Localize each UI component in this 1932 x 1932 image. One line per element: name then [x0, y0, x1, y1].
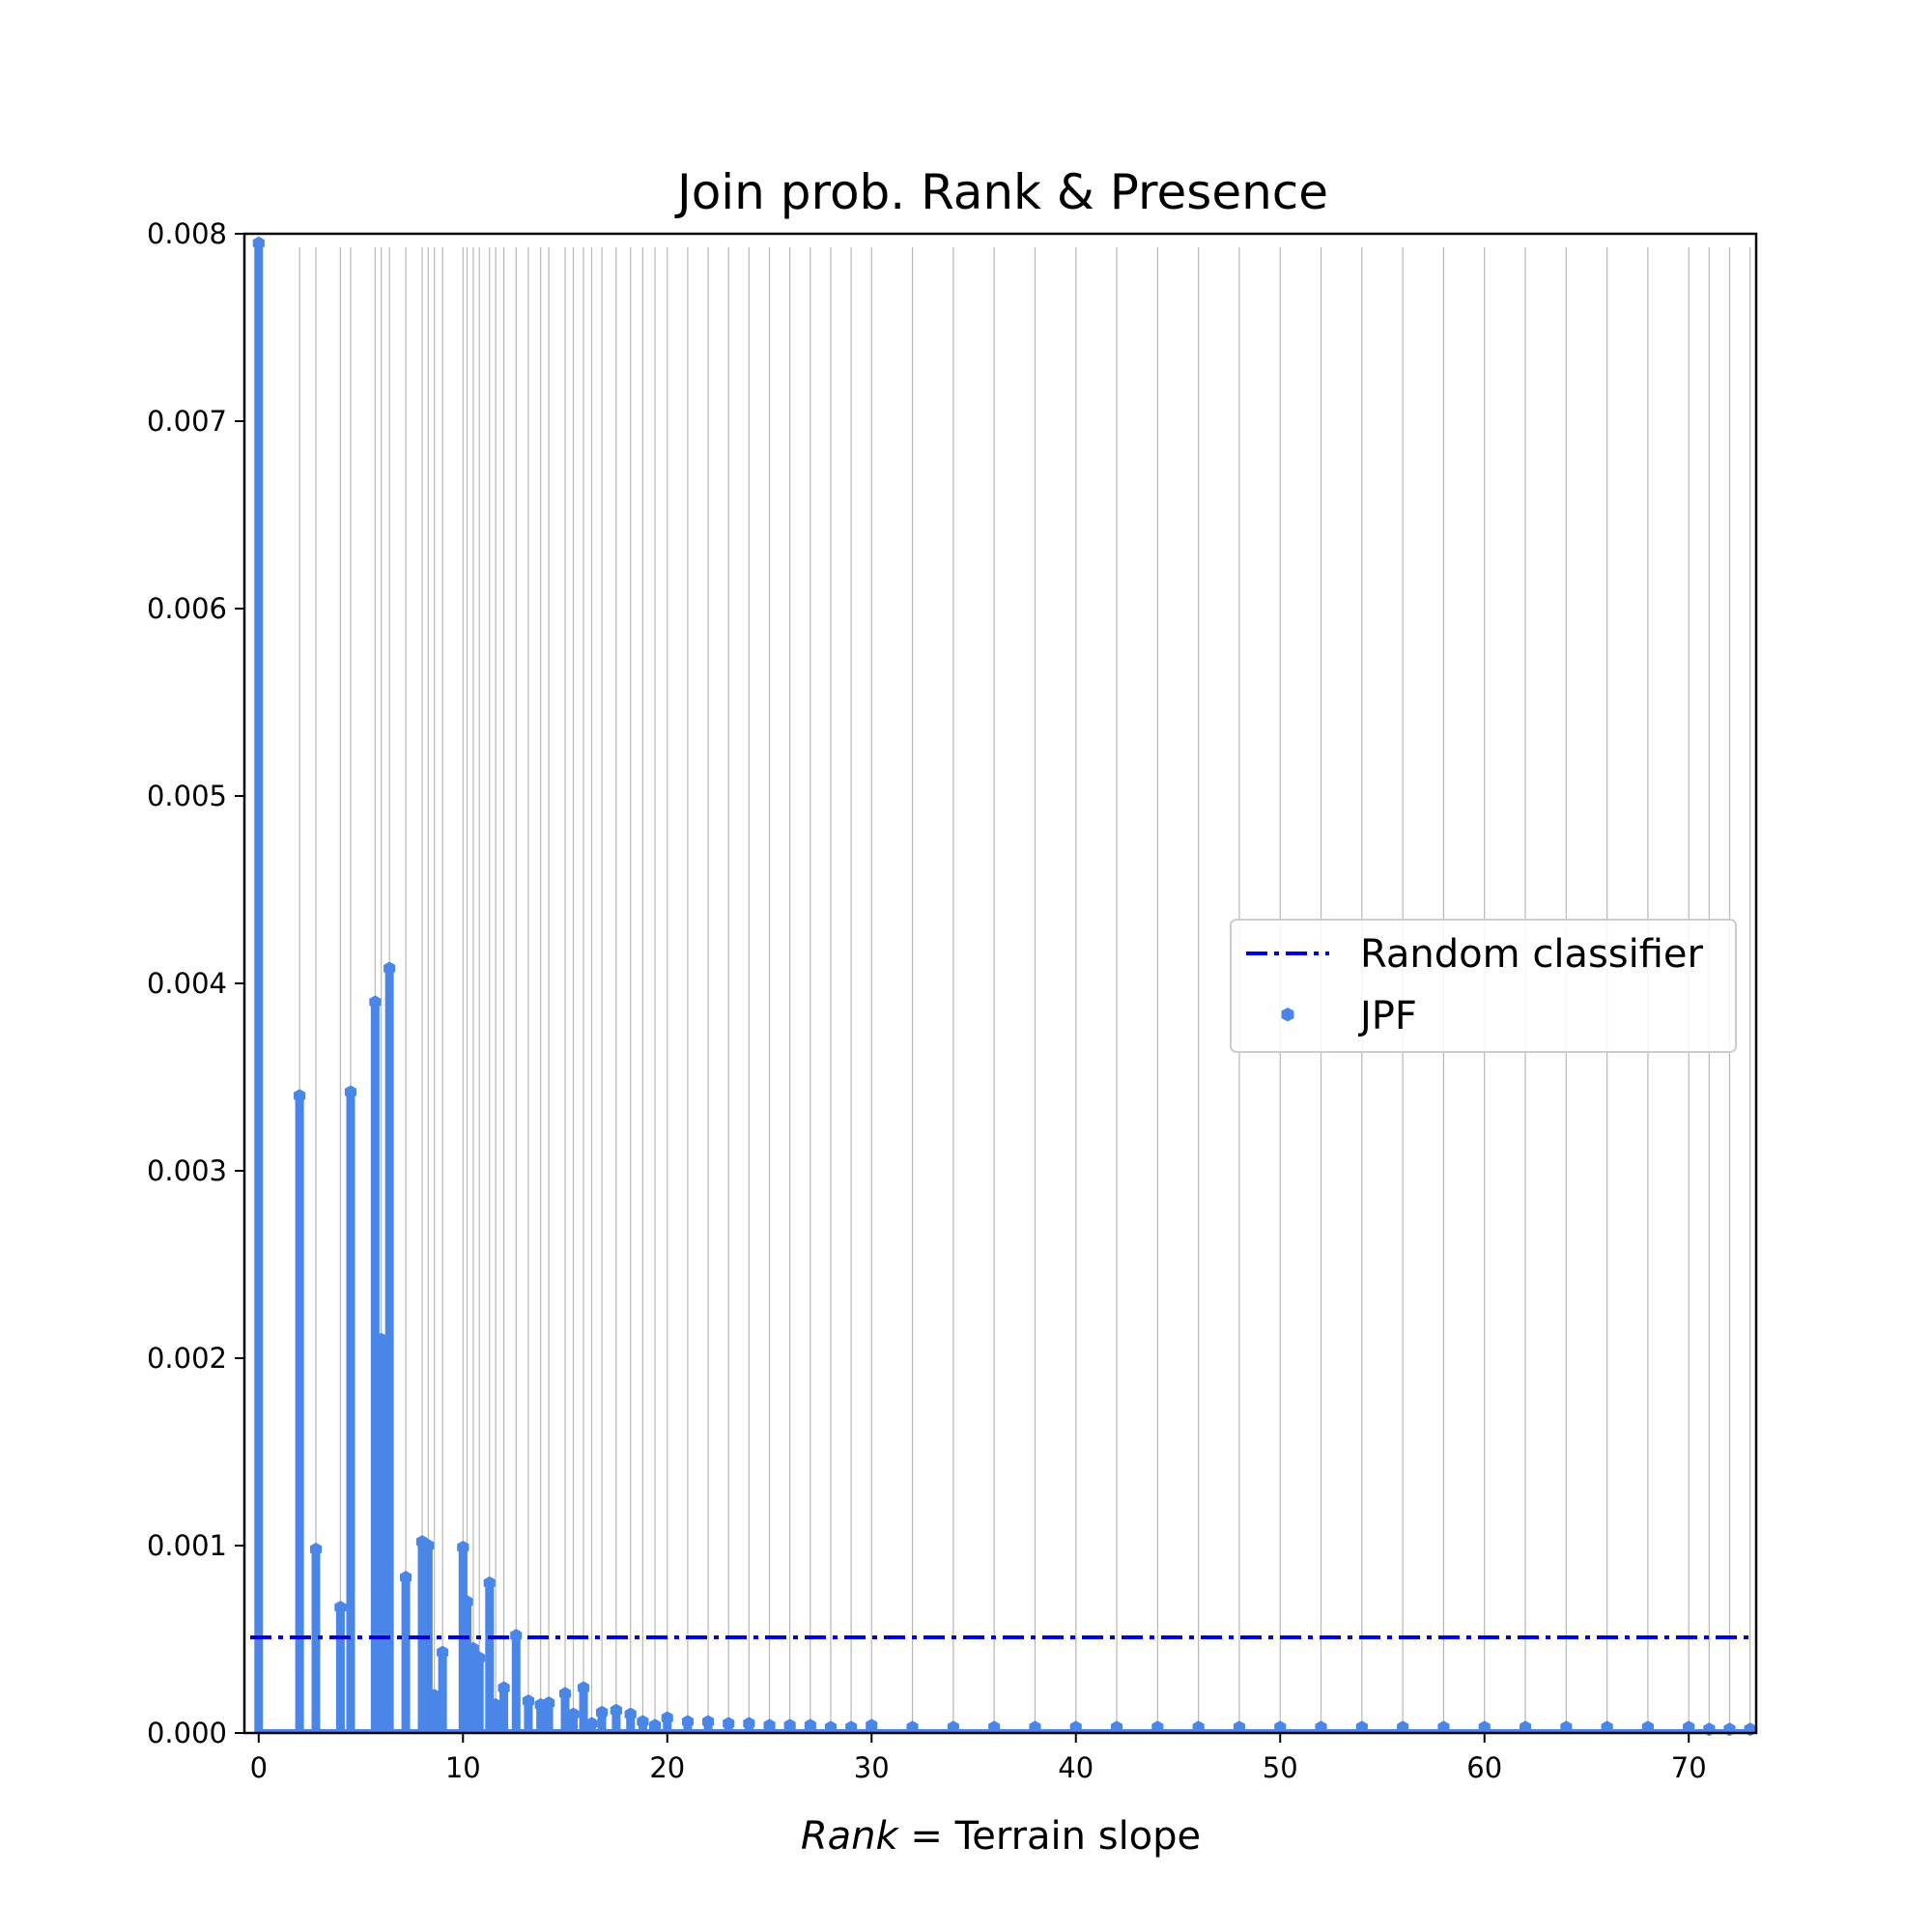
y-tick-label: 0.007: [147, 405, 227, 438]
grid-lines: [258, 247, 1751, 1733]
jpf-point: [334, 1601, 347, 1614]
jpf-point: [702, 1715, 715, 1729]
jpf-point: [369, 995, 382, 1009]
legend-jpf-label: JPF: [1357, 994, 1417, 1038]
x-axis-label-rest: = Terrain slope: [898, 1814, 1202, 1859]
y-tick-label: 0.006: [147, 592, 227, 625]
jpf-point: [1029, 1720, 1041, 1735]
jpf-point: [437, 1645, 449, 1660]
jpf-point: [681, 1715, 694, 1729]
y-tick-label: 0.001: [147, 1529, 227, 1562]
x-tick-label: 40: [1058, 1751, 1094, 1784]
jpf-point: [783, 1719, 796, 1733]
markers: [252, 236, 1756, 1737]
jpf-point: [483, 1576, 496, 1590]
legend-box: [1230, 919, 1737, 1053]
jpf-point: [637, 1715, 649, 1729]
y-tick-label: 0.002: [147, 1342, 227, 1375]
y-axis: 0.000 0.001 0.002 0.003 0.004 0.005 0.006 0.007…: [147, 217, 244, 1749]
jpf-point: [1151, 1720, 1164, 1735]
jpf-point: [661, 1711, 673, 1725]
jpf-point: [988, 1720, 1001, 1735]
jpf-point: [375, 1332, 387, 1347]
jpf-point: [428, 1689, 440, 1703]
jpf-point: [1111, 1720, 1123, 1735]
jpf-point: [1233, 1720, 1245, 1735]
jpf-point: [497, 1681, 510, 1695]
jpf-point: [1397, 1720, 1409, 1735]
jpf-point: [947, 1720, 959, 1735]
jpf-point: [457, 1540, 469, 1554]
jpf-point: [461, 1595, 473, 1609]
x-axis: 0 10 20 30 40 50 60 70: [250, 1733, 1707, 1784]
jpf-point: [490, 1697, 502, 1712]
jpf-point: [510, 1629, 523, 1643]
jpf-point: [473, 1651, 486, 1665]
jpf-point: [824, 1720, 837, 1735]
jpf-point: [743, 1717, 755, 1731]
jpf-point: [866, 1719, 878, 1733]
jpf-point: [1274, 1720, 1287, 1735]
jpf-point: [400, 1571, 412, 1584]
jpf-point: [252, 236, 265, 250]
jpf-point: [763, 1719, 776, 1733]
jpf-point: [585, 1717, 598, 1731]
x-tick-label: 60: [1466, 1751, 1502, 1784]
jpf-point: [845, 1720, 858, 1735]
x-tick-label: 0: [250, 1751, 268, 1784]
jpf-point: [294, 1089, 306, 1103]
y-tick-label: 0.005: [147, 780, 227, 812]
jpf-point: [344, 1085, 356, 1099]
jpf-point: [1520, 1720, 1532, 1735]
jpf-point: [384, 961, 396, 976]
jpf-point: [1192, 1720, 1205, 1735]
chart-title: Join prob. Rank & Presence: [674, 164, 1328, 220]
jpf-point: [1601, 1720, 1613, 1735]
y-tick-label: 0.000: [147, 1717, 227, 1749]
jpf-point: [567, 1707, 580, 1721]
jpf-point: [422, 1539, 435, 1552]
jpf-point: [624, 1707, 637, 1721]
x-axis-label-italic: Rank: [801, 1814, 900, 1859]
legend-random-classifier-label: Random classifier: [1360, 932, 1704, 977]
jpf-point: [1641, 1720, 1654, 1735]
jpf-point: [1478, 1720, 1491, 1735]
jpf-point: [1437, 1720, 1450, 1735]
jpf-point: [559, 1687, 572, 1701]
jpf-point: [1560, 1720, 1573, 1735]
y-tick-label: 0.004: [147, 967, 227, 1000]
jpf-point: [1315, 1720, 1327, 1735]
jpf-point: [610, 1703, 622, 1718]
jpf-point: [467, 1641, 479, 1656]
jpf-point: [1683, 1720, 1695, 1735]
x-tick-label: 50: [1263, 1751, 1298, 1784]
legend: Random classifier JPF: [1230, 919, 1737, 1053]
x-axis-label: Rank = Terrain slope: [801, 1814, 1201, 1859]
legend-jpf-marker: [1281, 1008, 1294, 1022]
jpf-point: [1069, 1720, 1082, 1735]
jpf-point: [723, 1717, 735, 1731]
jpf-point: [804, 1719, 816, 1733]
y-tick-label: 0.003: [147, 1154, 227, 1187]
x-tick-label: 30: [854, 1751, 890, 1784]
jpf-point: [578, 1681, 590, 1695]
x-tick-label: 70: [1671, 1751, 1707, 1784]
jpf-point: [596, 1705, 609, 1719]
x-tick-label: 20: [649, 1751, 685, 1784]
jpf-point: [310, 1542, 323, 1556]
jpf-point: [906, 1720, 919, 1735]
y-tick-label: 0.008: [147, 217, 227, 250]
jpf-point: [649, 1719, 662, 1733]
jpf-point: [522, 1694, 534, 1708]
jpf-point: [543, 1696, 555, 1710]
jpf-point: [1355, 1720, 1368, 1735]
x-tick-label: 10: [445, 1751, 481, 1784]
